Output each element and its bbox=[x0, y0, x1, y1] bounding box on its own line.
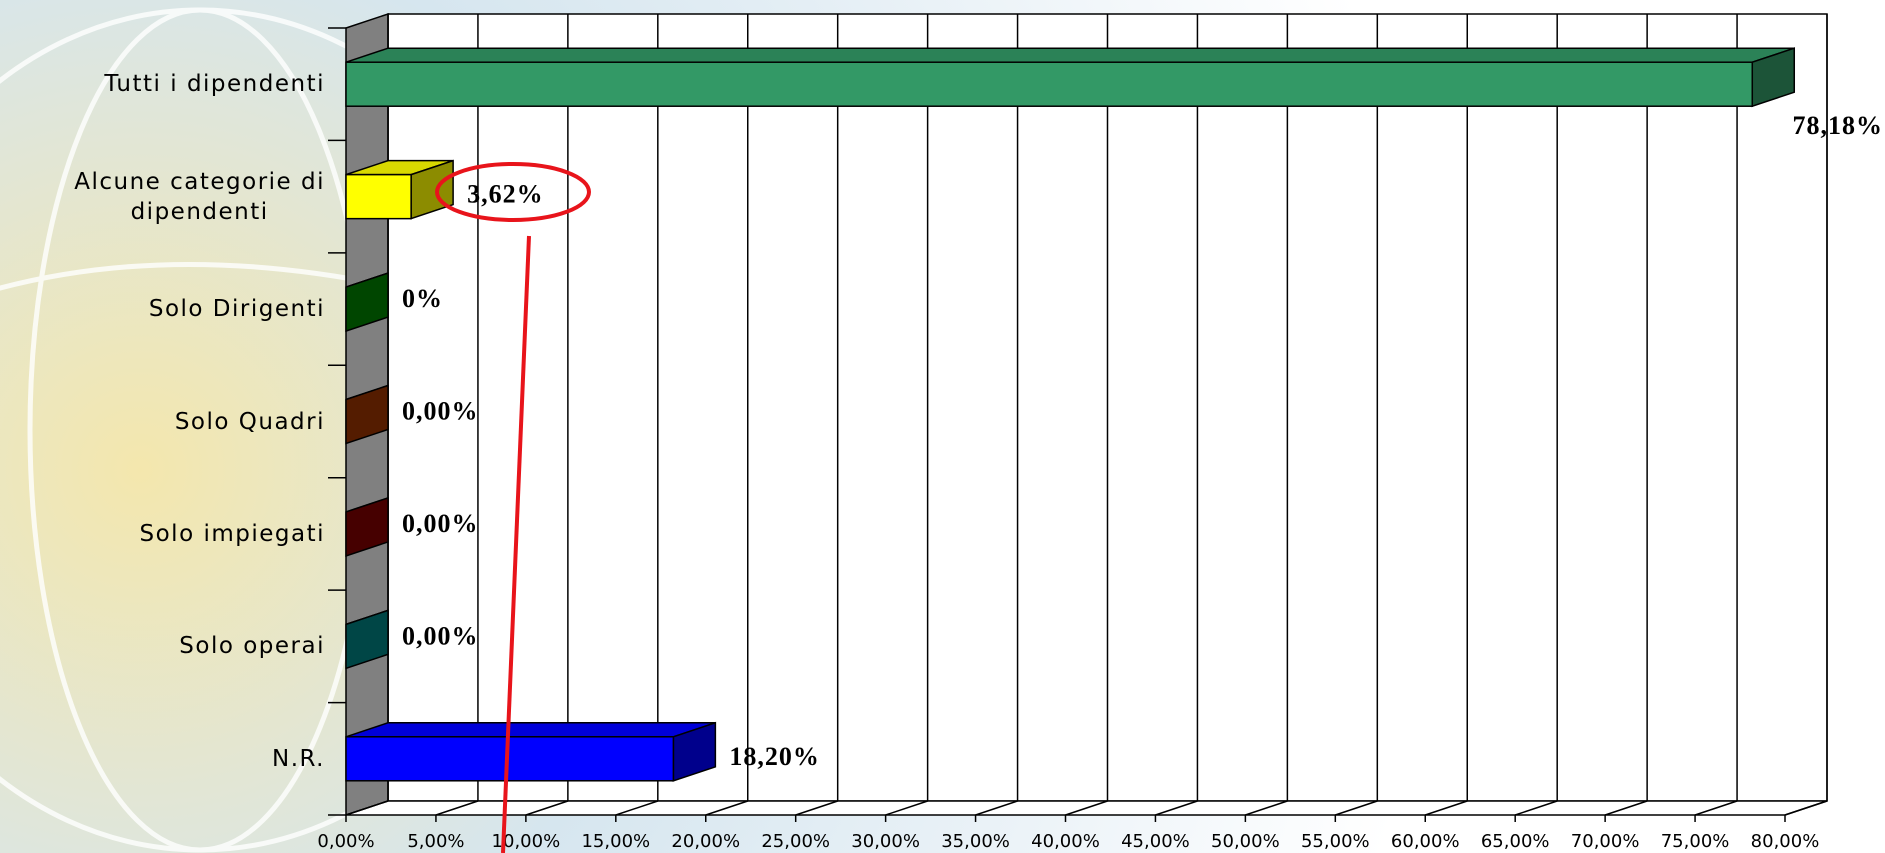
floor-grid-line bbox=[1604, 800, 1648, 816]
y-tick-label: N.R. bbox=[272, 745, 325, 772]
floor-grid-line bbox=[345, 800, 389, 816]
floor-grid-line bbox=[1155, 800, 1198, 816]
bar-side bbox=[345, 496, 389, 557]
x-tick-label: 5,00% bbox=[407, 831, 464, 852]
floor-grid-line bbox=[1694, 800, 1738, 816]
floor-grid-line bbox=[705, 800, 748, 816]
floor-grid-line bbox=[1065, 800, 1108, 816]
floor-grid-line bbox=[1425, 800, 1468, 816]
x-tick-label: 55,00% bbox=[1301, 831, 1370, 852]
x-tick-label: 65,00% bbox=[1481, 831, 1550, 852]
value-label: 18,20% bbox=[729, 742, 820, 771]
floor-grid-line bbox=[615, 800, 659, 816]
x-tick-label: 0,00% bbox=[317, 831, 374, 852]
value-label: 78,18% bbox=[1793, 111, 1884, 140]
bar-top bbox=[345, 722, 716, 738]
bar-side bbox=[345, 609, 389, 670]
bar bbox=[345, 173, 412, 220]
x-tick-label: 35,00% bbox=[941, 831, 1010, 852]
category-label-box: Tutti i dipendenti bbox=[0, 69, 325, 99]
bar-top bbox=[345, 47, 1795, 63]
floor-grid-line bbox=[525, 800, 569, 816]
floor-grid-line bbox=[1245, 800, 1288, 816]
y-tick-label: Solo impiegati bbox=[139, 520, 325, 547]
floor-grid-line bbox=[1514, 800, 1558, 816]
category-label-box: Solo Quadri bbox=[0, 407, 325, 437]
x-tick-label: 10,00% bbox=[492, 831, 561, 852]
highlight-ellipse bbox=[435, 162, 591, 222]
x-tick-label: 75,00% bbox=[1661, 831, 1730, 852]
value-label: 3,62% bbox=[467, 180, 544, 209]
y-tick-label: Solo operai bbox=[179, 633, 325, 660]
value-label: 0,00% bbox=[402, 621, 479, 650]
floor-grid-line bbox=[1784, 800, 1828, 816]
x-tick-label: 20,00% bbox=[671, 831, 740, 852]
bar-side bbox=[345, 272, 389, 333]
x-tick-label: 60,00% bbox=[1391, 831, 1460, 852]
bar bbox=[345, 61, 1754, 107]
floor-grid-line bbox=[435, 800, 479, 816]
y-tick-label: Solo Quadri bbox=[174, 408, 325, 435]
x-tick-label: 40,00% bbox=[1031, 831, 1100, 852]
bar bbox=[345, 736, 675, 782]
y-tick-label: Tutti i dipendenti bbox=[104, 71, 325, 98]
category-label-box: Solo Dirigenti bbox=[0, 294, 325, 324]
bar-side bbox=[345, 384, 389, 445]
x-tick-label: 15,00% bbox=[581, 831, 650, 852]
value-label: 0,00% bbox=[402, 509, 479, 538]
x-tick-label: 30,00% bbox=[851, 831, 920, 852]
x-tick-label: 70,00% bbox=[1571, 831, 1640, 852]
floor-grid-line bbox=[795, 800, 838, 816]
category-label-box: N.R. bbox=[0, 744, 325, 774]
category-label-box: Alcune categorie di dipendenti bbox=[0, 167, 325, 227]
value-label: 0% bbox=[402, 284, 443, 313]
floor-grid-line bbox=[1335, 800, 1378, 816]
x-tick-label: 80,00% bbox=[1751, 831, 1820, 852]
x-tick-label: 25,00% bbox=[761, 831, 830, 852]
value-label: 0,00% bbox=[402, 396, 479, 425]
x-tick-label: 45,00% bbox=[1121, 831, 1190, 852]
category-label-box: Solo operai bbox=[0, 631, 325, 661]
floor-grid-line bbox=[975, 800, 1018, 816]
highlight-pointer bbox=[501, 235, 531, 853]
floor-grid-line bbox=[885, 800, 928, 816]
category-label-box: Solo impiegati bbox=[0, 519, 325, 549]
y-tick-label: Solo Dirigenti bbox=[148, 296, 325, 323]
x-tick-label: 50,00% bbox=[1211, 831, 1280, 852]
y-tick-label: Alcune categorie di dipendenti bbox=[74, 168, 325, 225]
